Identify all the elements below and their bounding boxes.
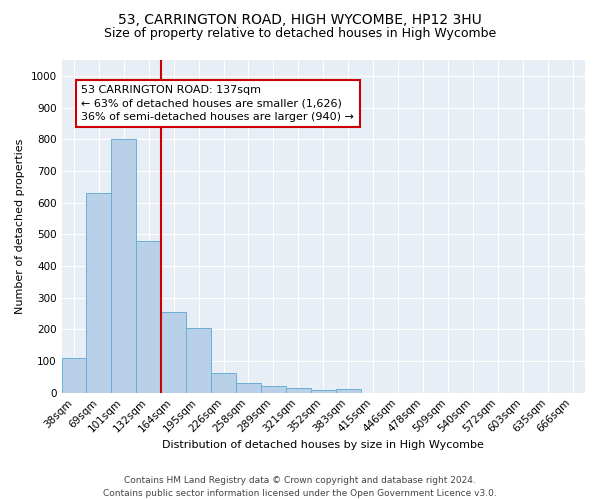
Text: Contains HM Land Registry data © Crown copyright and database right 2024.
Contai: Contains HM Land Registry data © Crown c… (103, 476, 497, 498)
Bar (161, 312, 186, 392)
Bar (86, 193, 112, 392)
Text: Size of property relative to detached houses in High Wycombe: Size of property relative to detached ho… (104, 28, 496, 40)
Bar (186, 328, 211, 392)
Bar (336, 389, 361, 392)
Bar (62, 358, 86, 392)
Bar (211, 373, 236, 392)
X-axis label: Distribution of detached houses by size in High Wycombe: Distribution of detached houses by size … (163, 440, 484, 450)
Y-axis label: Number of detached properties: Number of detached properties (15, 138, 25, 314)
Bar (261, 386, 286, 392)
Bar (236, 383, 261, 392)
Bar (112, 139, 136, 392)
Bar (136, 240, 161, 392)
Text: 53 CARRINGTON ROAD: 137sqm
← 63% of detached houses are smaller (1,626)
36% of s: 53 CARRINGTON ROAD: 137sqm ← 63% of deta… (82, 86, 355, 122)
Text: 53, CARRINGTON ROAD, HIGH WYCOMBE, HP12 3HU: 53, CARRINGTON ROAD, HIGH WYCOMBE, HP12 … (118, 12, 482, 26)
Bar (286, 388, 311, 392)
Bar (311, 390, 336, 392)
